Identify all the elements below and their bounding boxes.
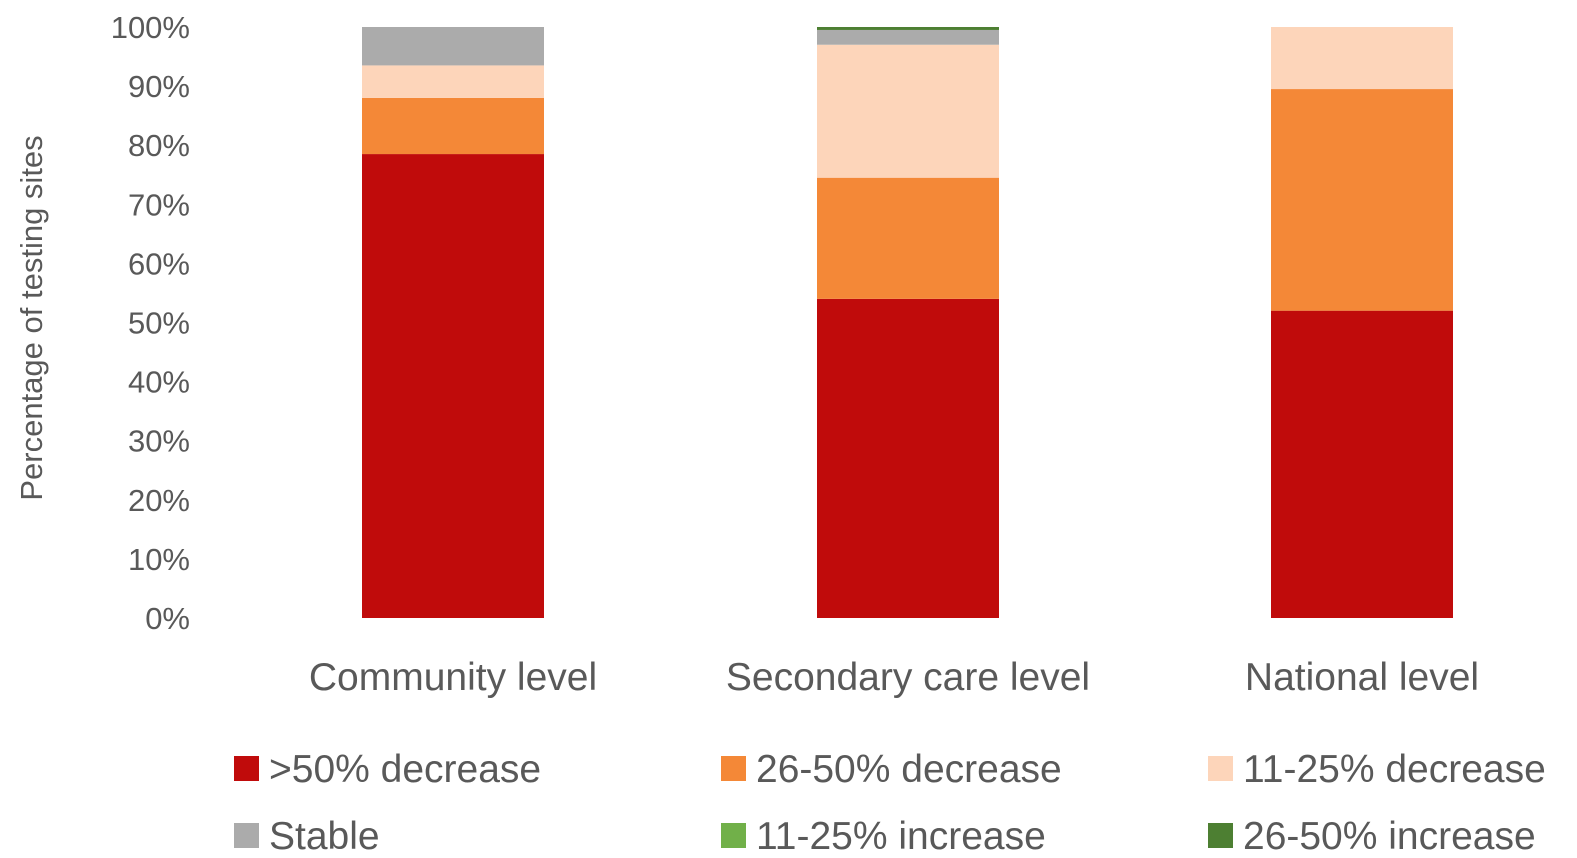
bar-stack-secondary-care-level [817, 27, 999, 618]
legend-label: 11-25% decrease [1243, 748, 1546, 791]
bar-segment [817, 27, 999, 30]
bar-segment [362, 154, 544, 618]
bar-segment [817, 298, 999, 618]
bars [362, 27, 1453, 618]
legend-swatch [234, 756, 259, 781]
bar-segment [817, 177, 999, 299]
legend-label: 11-25% increase [756, 815, 1046, 858]
bar-segment [817, 44, 999, 178]
legend-item: >50% decrease [234, 748, 541, 791]
legend-swatch [1208, 756, 1233, 781]
bar-segment [362, 27, 544, 66]
y-tick-label: 90% [128, 69, 190, 104]
legend-swatch [721, 756, 746, 781]
x-category-label: Community level [309, 656, 597, 699]
y-tick-label: 60% [128, 246, 190, 281]
y-axis-title: Percentage of testing sites [14, 135, 49, 500]
bar-segment [1271, 89, 1453, 311]
legend-item: Stable [234, 815, 380, 858]
legend-item: 26-50% decrease [721, 748, 1062, 791]
bar-stack-community-level [362, 27, 544, 618]
bar-segment [362, 65, 544, 98]
legend: >50% decrease 26-50% decrease 11-25% decre… [234, 748, 1546, 858]
bar-segment [817, 29, 999, 45]
y-tick-label: 40% [128, 365, 190, 400]
bar-stack-national-level [1271, 27, 1453, 618]
legend-label: Stable [269, 815, 380, 858]
y-tick-label: 100% [111, 10, 190, 45]
bar-segment [1271, 27, 1453, 90]
legend-swatch [721, 823, 746, 848]
y-tick-label: 0% [145, 601, 190, 636]
legend-label: 26-50% increase [1243, 815, 1536, 858]
y-tick-label: 80% [128, 128, 190, 163]
legend-item: 26-50% increase [1208, 815, 1536, 858]
y-tick-label: 30% [128, 424, 190, 459]
y-tick-label: 20% [128, 483, 190, 518]
legend-item: 11-25% decrease [1208, 748, 1546, 791]
legend-swatch [234, 823, 259, 848]
legend-item: 11-25% increase [721, 815, 1046, 858]
y-tick-label: 70% [128, 187, 190, 222]
bar-segment [362, 97, 544, 155]
x-category-label: National level [1245, 656, 1479, 699]
y-axis-ticks: 0% 10% 20% 30% 40% 50% 60% 70% 80% 90% 100% [111, 10, 190, 636]
category-labels: Community level Secondary care level Natio… [309, 656, 1479, 699]
y-tick-label: 10% [128, 542, 190, 577]
legend-label: >50% decrease [269, 748, 541, 791]
y-tick-label: 50% [128, 306, 190, 341]
legend-label: 26-50% decrease [756, 748, 1062, 791]
legend-swatch [1208, 823, 1233, 848]
bar-segment [1271, 310, 1453, 618]
x-category-label: Secondary care level [726, 656, 1090, 699]
